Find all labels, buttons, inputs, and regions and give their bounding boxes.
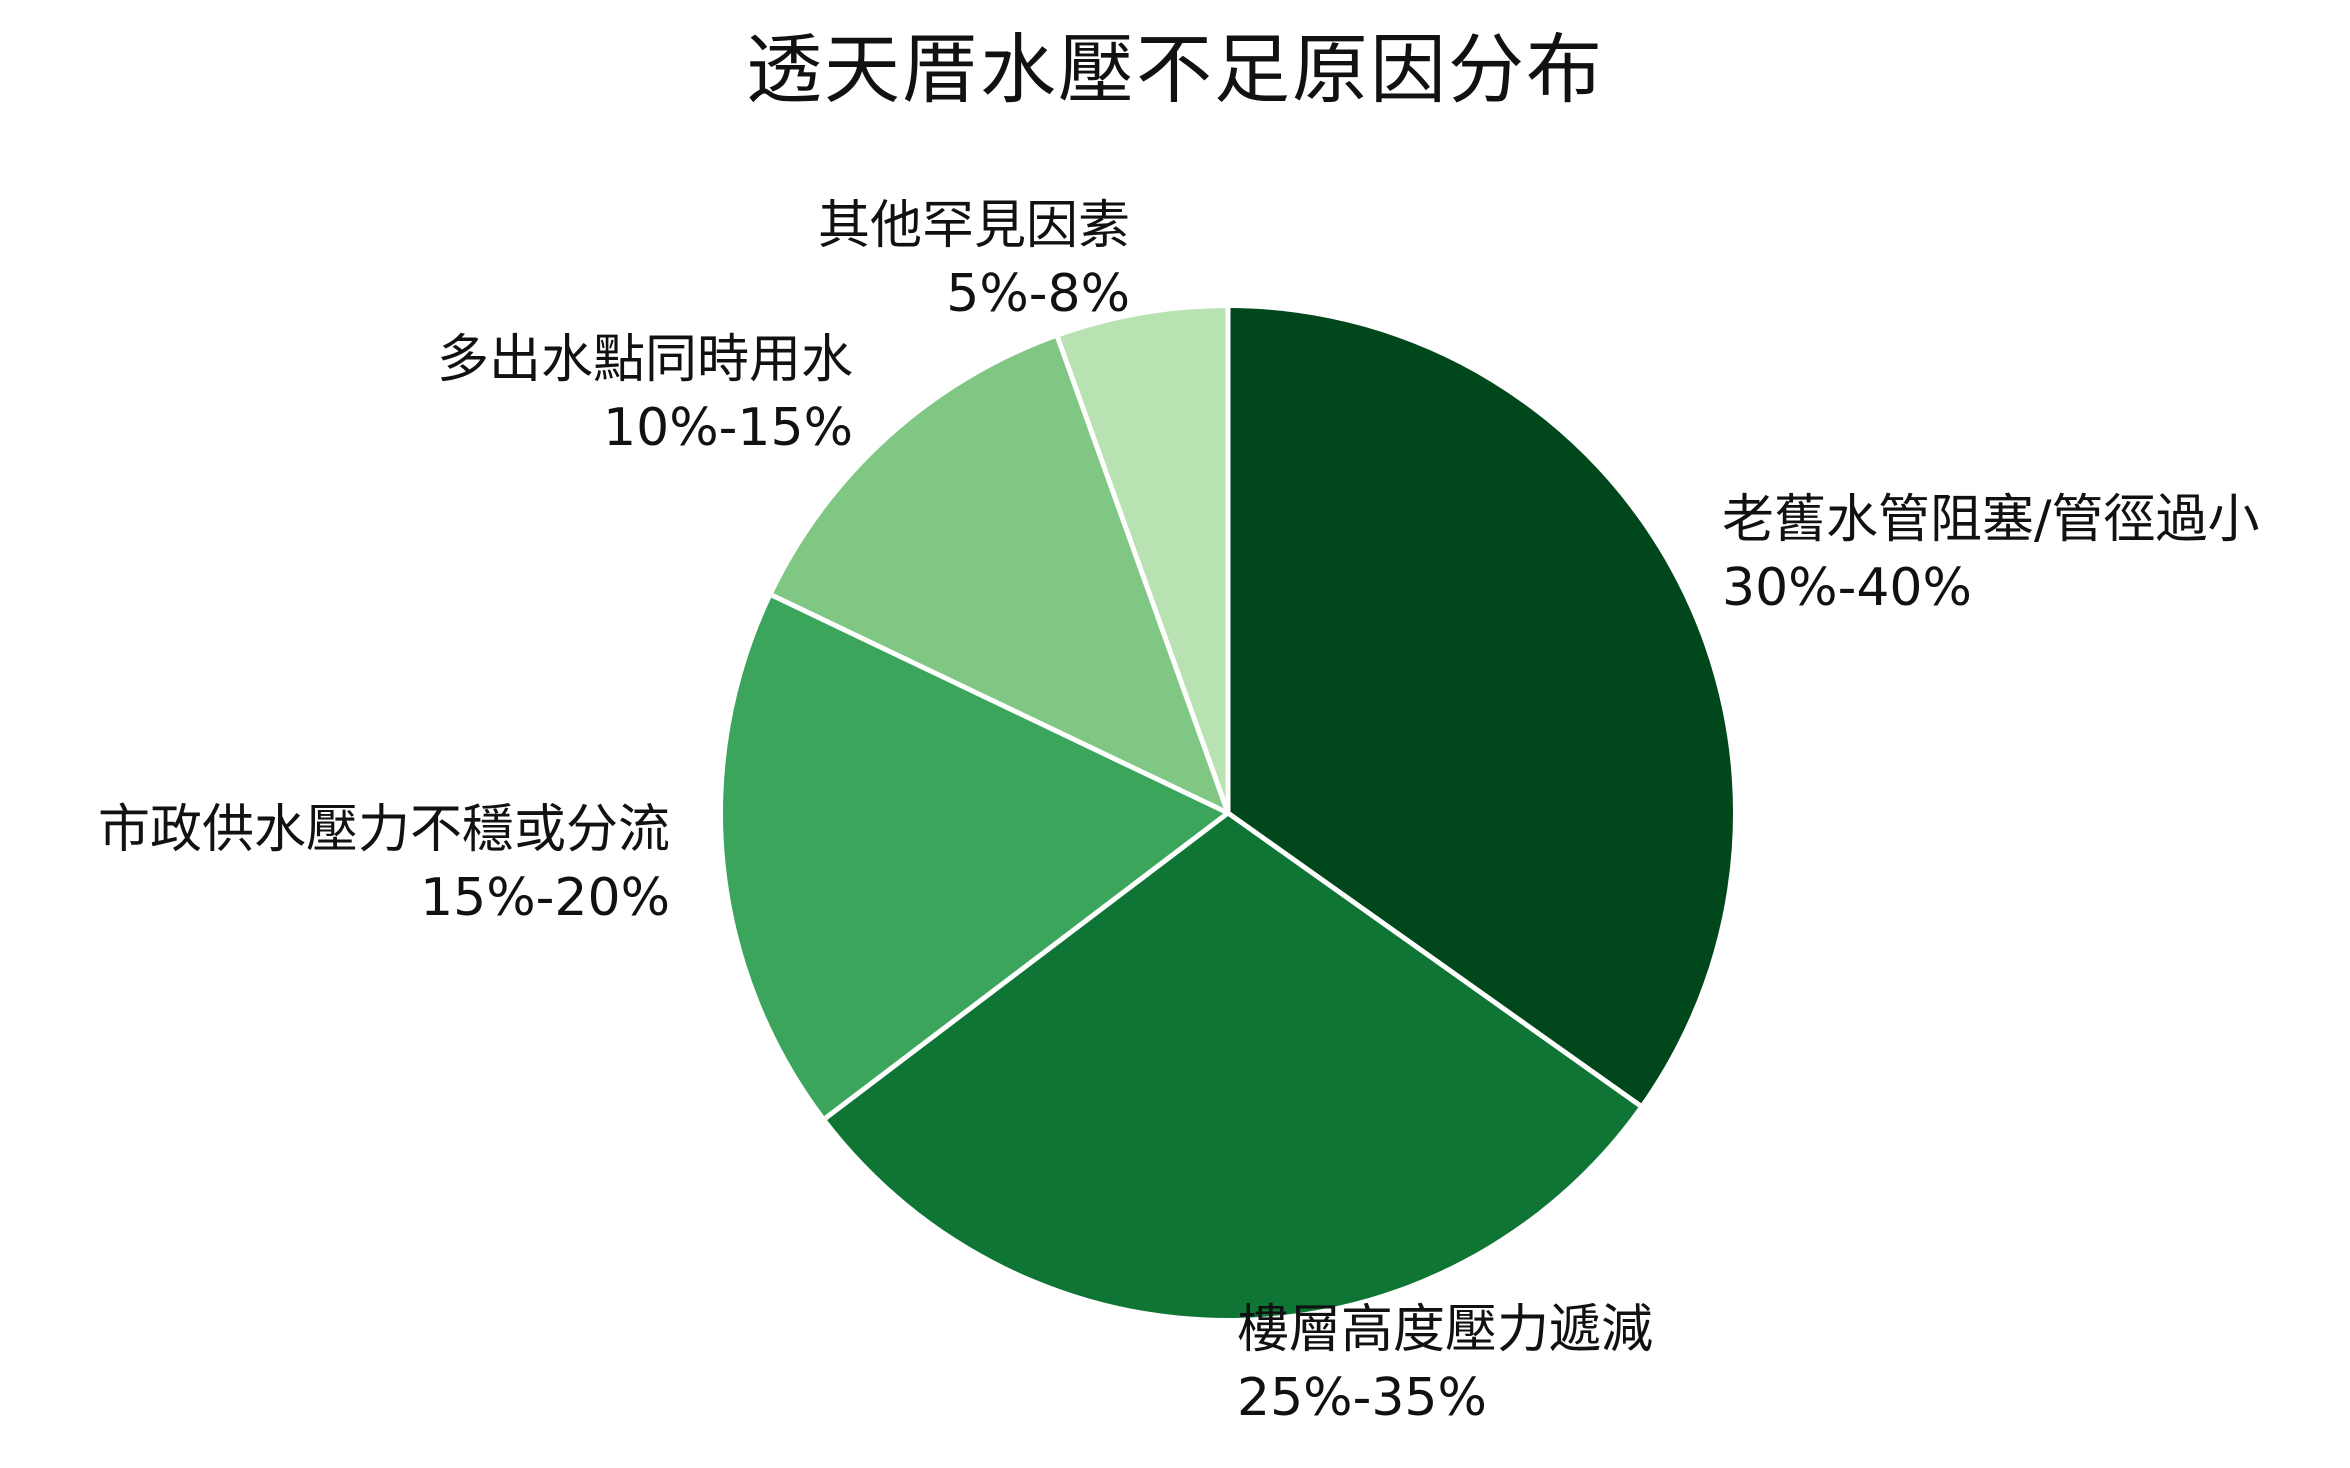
slice-divider-multiple-outlets (771, 593, 1230, 816)
slice-label-floor-height-name: 樓層高度壓力遞減 (1237, 1300, 1654, 1360)
slice-label-floor-height: 樓層高度壓力遞減 25%-35% (1237, 1296, 1653, 1432)
slice-label-multiple-outlets: 多出水點同時用水 10%-15% (437, 326, 853, 462)
slice-label-old-pipes-range: 30%-40% (1722, 558, 1972, 618)
slice-label-other-factors-range: 5%-8% (946, 264, 1130, 324)
chart-title: 透天厝水壓不足原因分布 (746, 25, 1604, 114)
pie-dividers (771, 308, 1642, 1121)
slice-label-old-pipes-name: 老舊水管阻塞/管徑過小 (1722, 490, 2260, 550)
slice-label-municipal-supply: 市政供水壓力不穩或分流 15%-20% (98, 796, 670, 932)
slice-label-old-pipes: 老舊水管阻塞/管徑過小 30%-40% (1722, 486, 2260, 622)
pie-slices (723, 308, 1734, 1319)
slice-label-other-factors: 其他罕見因素 5%-8% (818, 192, 1130, 328)
pie-slice-old-pipes (1228, 308, 1734, 1106)
pie-slice-floor-height (825, 813, 1640, 1319)
slice-label-multiple-outlets-range: 10%-15% (603, 398, 853, 458)
slice-label-municipal-supply-range: 15%-20% (420, 868, 670, 928)
slice-divider-other-factors (1055, 336, 1231, 814)
slice-label-municipal-supply-name: 市政供水壓力不穩或分流 (97, 800, 670, 860)
pie-slice-municipal-supply (723, 595, 1228, 1119)
slice-label-multiple-outlets-name: 多出水點同時用水 (436, 330, 853, 390)
slice-divider-floor-height (1226, 810, 1642, 1108)
pie-slice-multiple-outlets (772, 337, 1228, 813)
slice-divider-municipal-supply (824, 811, 1230, 1121)
slice-label-floor-height-range: 25%-35% (1237, 1368, 1487, 1428)
slice-label-other-factors-name: 其他罕見因素 (817, 196, 1130, 256)
